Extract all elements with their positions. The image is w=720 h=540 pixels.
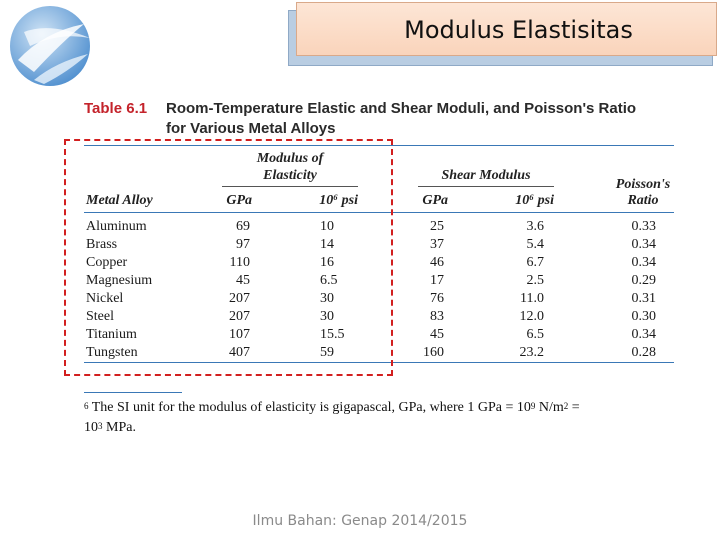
table-cell-g-psi: 6.5 (526, 327, 545, 342)
table-cell-alloy: Magnesium (86, 273, 153, 288)
table-cell-g-psi: 6.7 (526, 255, 545, 270)
col-header-e-psi: 10⁶ psi (319, 193, 358, 208)
table-cell-e-gpa: 110 (229, 255, 250, 270)
footnote-exp2: 2 (563, 401, 569, 411)
elasticity-group-rule (222, 186, 358, 187)
table-cell-e-psi: 30 (320, 291, 334, 306)
table-cell-e-psi: 30 (320, 309, 334, 324)
table-cell-alloy: Steel (86, 309, 114, 324)
table-cell-g-gpa: 45 (430, 327, 444, 342)
table-cell-g-psi: 5.4 (526, 237, 545, 252)
table-cell-e-psi: 10 (320, 219, 334, 234)
table-cell-g-psi: 23.2 (519, 345, 545, 360)
table-cell-alloy: Nickel (86, 291, 124, 306)
table-cell-g-gpa: 46 (430, 255, 444, 270)
shear-group-rule (418, 186, 554, 187)
table-cell-nu: 0.34 (631, 327, 657, 342)
slide-title: Modulus Elastisitas (404, 16, 633, 44)
table-cell-nu: 0.31 (631, 291, 657, 306)
table-cell-nu: 0.34 (631, 237, 657, 252)
table-cell-e-gpa: 107 (229, 327, 250, 342)
table-cell-g-gpa: 83 (430, 309, 444, 324)
table-cell-alloy: Titanium (86, 327, 137, 342)
table-top-rule (84, 145, 674, 146)
table-cell-nu: 0.30 (631, 309, 657, 324)
table-cell-e-gpa: 69 (236, 219, 250, 234)
footnote-marker: 6 (84, 401, 89, 411)
footnote: 6 The SI unit for the modulus of elastic… (84, 398, 664, 438)
table-cell-nu: 0.33 (631, 219, 657, 234)
footnote-text-d: 10 (84, 420, 98, 435)
footnote-exp3: 3 (98, 421, 103, 431)
table-cell-nu: 0.28 (631, 345, 657, 360)
footnote-text-b: N/m (535, 400, 564, 415)
table-caption-line1: Room-Temperature Elastic and Shear Modul… (166, 100, 637, 117)
title-banner: Modulus Elastisitas (296, 2, 717, 56)
footnote-text-e: MPa. (102, 420, 136, 435)
table-cell-e-gpa: 407 (229, 345, 250, 360)
table-cell-g-gpa: 25 (430, 219, 444, 234)
table-cell-g-psi: 12.0 (519, 309, 545, 324)
slide-footer: Ilmu Bahan: Genap 2014/2015 (252, 513, 468, 529)
table-cell-g-gpa: 160 (423, 345, 444, 360)
table-cell-e-gpa: 45 (236, 273, 250, 288)
footnote-text-a: The SI unit for the modulus of elasticit… (88, 400, 531, 415)
table-cell-e-gpa: 207 (229, 309, 250, 324)
table-cell-g-gpa: 76 (430, 291, 444, 306)
col-header-g-psi: 10⁶ psi (515, 193, 554, 208)
table-cell-alloy: Brass (86, 237, 118, 252)
table-cell-e-psi: 6.5 (320, 273, 338, 288)
table-cell-e-psi: 14 (320, 237, 334, 252)
poisson-header-line2: Ratio (627, 193, 659, 208)
elasticity-highlight-box (64, 139, 393, 376)
table-cell-nu: 0.34 (631, 255, 657, 270)
table-cell-e-psi: 15.5 (320, 327, 345, 342)
table-cell-alloy: Tungsten (86, 345, 138, 360)
elasticity-group-header-line2: Elasticity (263, 168, 317, 183)
table-cell-nu: 0.29 (631, 273, 657, 288)
logo-globe-icon (4, 2, 94, 88)
col-header-e-gpa: GPa (226, 193, 252, 208)
table-cell-g-gpa: 17 (430, 273, 444, 288)
table-cell-alloy: Copper (86, 255, 128, 270)
footnote-rule (84, 392, 182, 393)
table-cell-e-psi: 59 (320, 345, 334, 360)
header-bottom-rule (84, 212, 674, 213)
table-caption-line2: for Various Metal Alloys (166, 120, 336, 137)
col-header-g-gpa: GPa (422, 193, 448, 208)
table-number: Table 6.1 (84, 100, 148, 117)
shear-group-header: Shear Modulus (441, 168, 531, 183)
footnote-exp1: 9 (530, 401, 536, 411)
footnote-text-c: = (568, 400, 580, 415)
poisson-header-line1: Poisson's (615, 177, 671, 192)
table-cell-g-gpa: 37 (430, 237, 444, 252)
table-cell-g-psi: 3.6 (526, 219, 545, 234)
elasticity-group-header-line1: Modulus of (256, 151, 324, 166)
table-bottom-rule (84, 362, 674, 363)
table-cell-g-psi: 11.0 (520, 291, 544, 306)
col-header-alloy: Metal Alloy (86, 193, 153, 208)
table-cell-e-gpa: 207 (229, 291, 250, 306)
table-cell-e-psi: 16 (320, 255, 334, 270)
table-cell-g-psi: 2.5 (526, 273, 545, 288)
table-cell-alloy: Aluminum (86, 219, 147, 234)
table-cell-e-gpa: 97 (236, 237, 250, 252)
